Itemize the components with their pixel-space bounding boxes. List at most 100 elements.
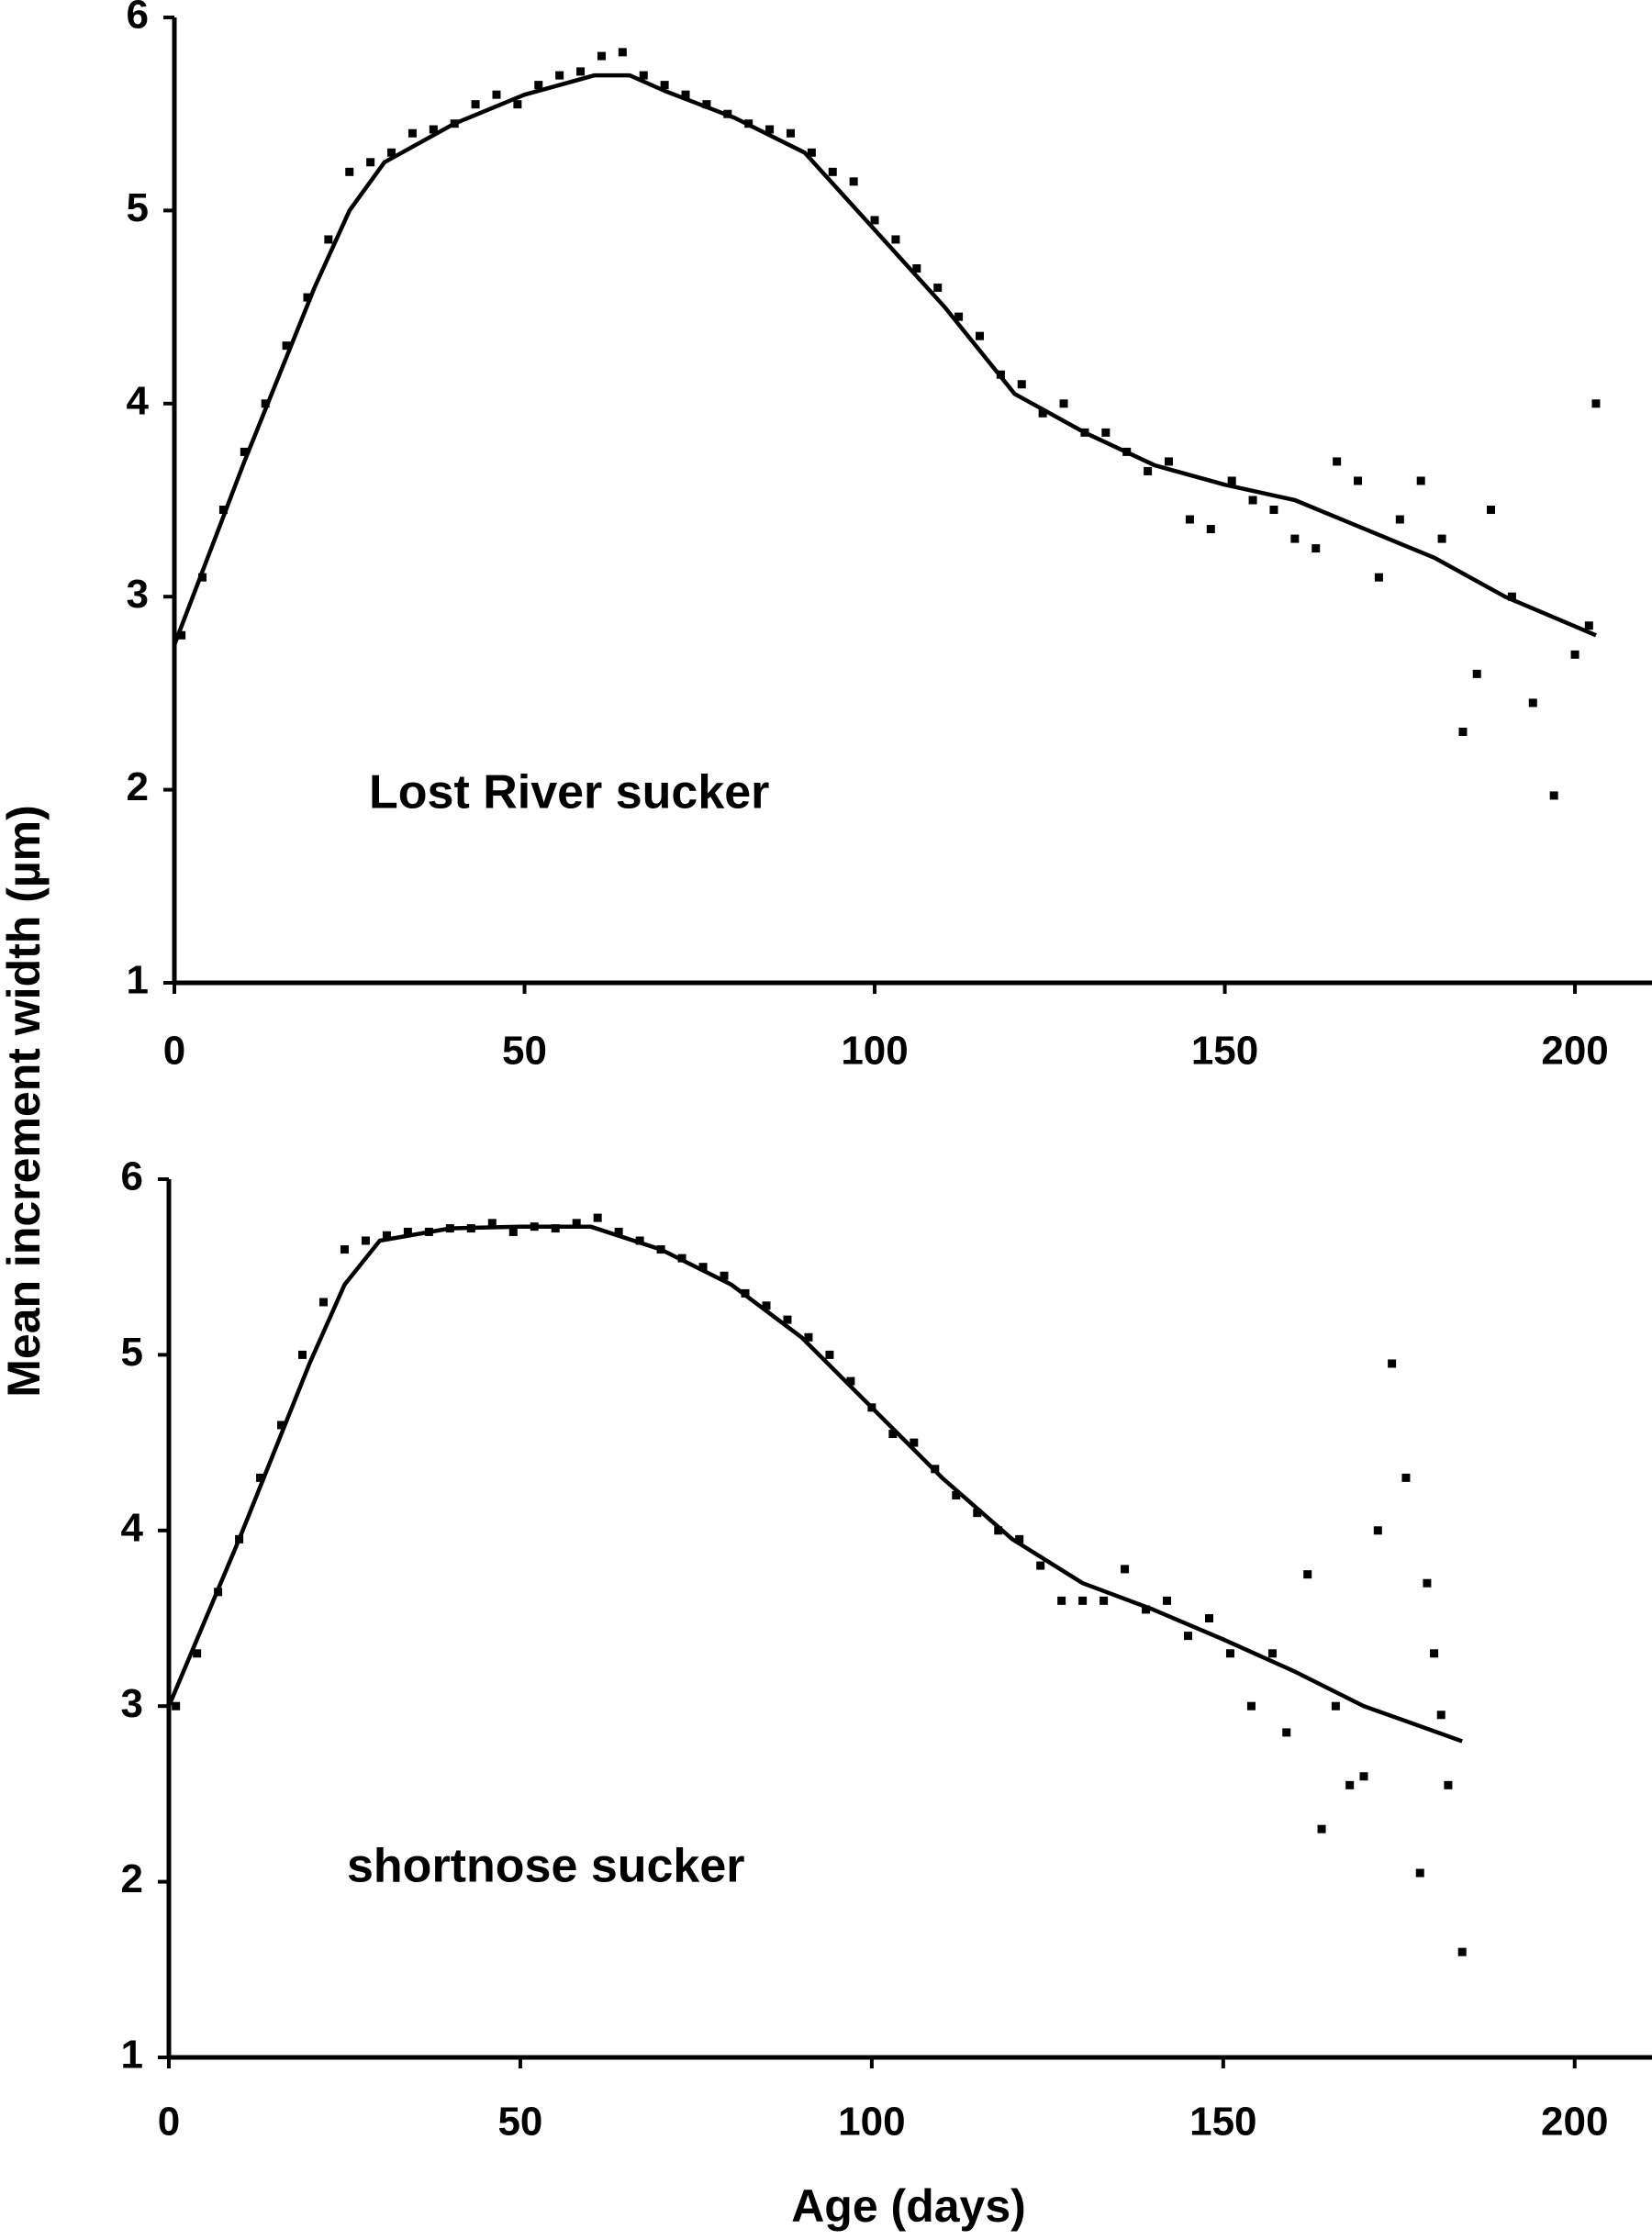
point [1267,1649,1277,1658]
point [1163,1596,1172,1605]
point [1333,457,1342,466]
point [1165,457,1174,466]
point [912,264,921,273]
point [1359,1772,1368,1781]
y-axis-label: Mean increment width (µm) [0,805,50,1398]
point [618,48,627,57]
point [1373,1526,1382,1535]
point [783,1315,792,1324]
point [172,1701,181,1711]
point [387,148,396,157]
y-tick-label: 5 [121,1330,143,1375]
point [593,1213,602,1222]
point [849,177,858,186]
point [1142,1605,1151,1614]
point [261,399,270,408]
y-tick-label: 4 [121,1505,144,1550]
point [702,100,711,109]
point [1354,476,1363,485]
point [555,71,564,80]
point [639,71,648,80]
point [870,216,879,225]
point [1401,1473,1411,1482]
point [1248,496,1257,505]
point [1345,1780,1355,1789]
point [340,1245,349,1254]
point [256,1473,265,1482]
point [576,67,586,76]
y-tick-label: 1 [127,958,149,1003]
point [975,331,984,340]
point [954,312,964,321]
point [1591,399,1601,408]
point [1444,1780,1453,1789]
point [1415,1868,1424,1878]
point [597,51,606,61]
point [1487,506,1496,515]
point [933,284,943,293]
point [1184,1632,1193,1641]
point [1374,573,1383,582]
point [177,630,186,640]
x-tick-label: 150 [1191,1029,1258,1074]
point [366,158,375,167]
point [1144,466,1153,475]
y-tick-label: 6 [121,1154,143,1199]
point [1549,791,1558,800]
y-tick-label: 4 [127,378,150,423]
point [1458,727,1468,736]
x-tick-label: 200 [1541,1029,1608,1074]
point [762,1301,771,1310]
y-tick-label: 2 [121,1856,143,1901]
point [1388,1359,1397,1368]
point [193,1649,202,1658]
point [318,1298,328,1307]
point [298,1350,307,1359]
point [429,125,438,134]
point [1204,1614,1213,1622]
y-tick-label: 2 [127,764,149,809]
point [952,1491,961,1500]
point [508,1227,518,1236]
x-tick-label: 150 [1189,2100,1256,2145]
x-tick-label: 50 [497,2100,542,2145]
point [403,1227,412,1236]
point [1317,1824,1326,1833]
point [1457,1947,1467,1956]
point [1121,1565,1130,1574]
point [1017,380,1026,389]
x-tick-label: 100 [838,2100,905,2145]
y-tick-label: 3 [121,1681,143,1726]
y-tick-label: 6 [127,0,149,38]
point [846,1376,855,1386]
point [1570,650,1579,659]
point [1078,1596,1088,1605]
point [1436,1711,1446,1720]
point [765,125,775,134]
point [1227,476,1236,485]
point [1312,544,1321,553]
point [277,1421,286,1430]
point [614,1227,623,1236]
point [994,1526,1003,1535]
y-tick-label: 3 [127,572,149,617]
point [513,100,522,109]
point [1303,1570,1312,1579]
point [345,167,354,176]
x-tick-label: 100 [841,1029,908,1074]
point [218,506,228,515]
point [660,81,669,90]
point [1099,1596,1109,1605]
point [1036,1561,1045,1570]
x-axis-label: Age (days) [791,2180,1026,2232]
point [804,1332,813,1342]
point [828,167,837,176]
point [240,447,249,456]
point [471,100,480,109]
point [1528,698,1537,708]
x-tick-label: 0 [163,1029,185,1074]
point [1057,1596,1066,1605]
point [698,1263,708,1272]
